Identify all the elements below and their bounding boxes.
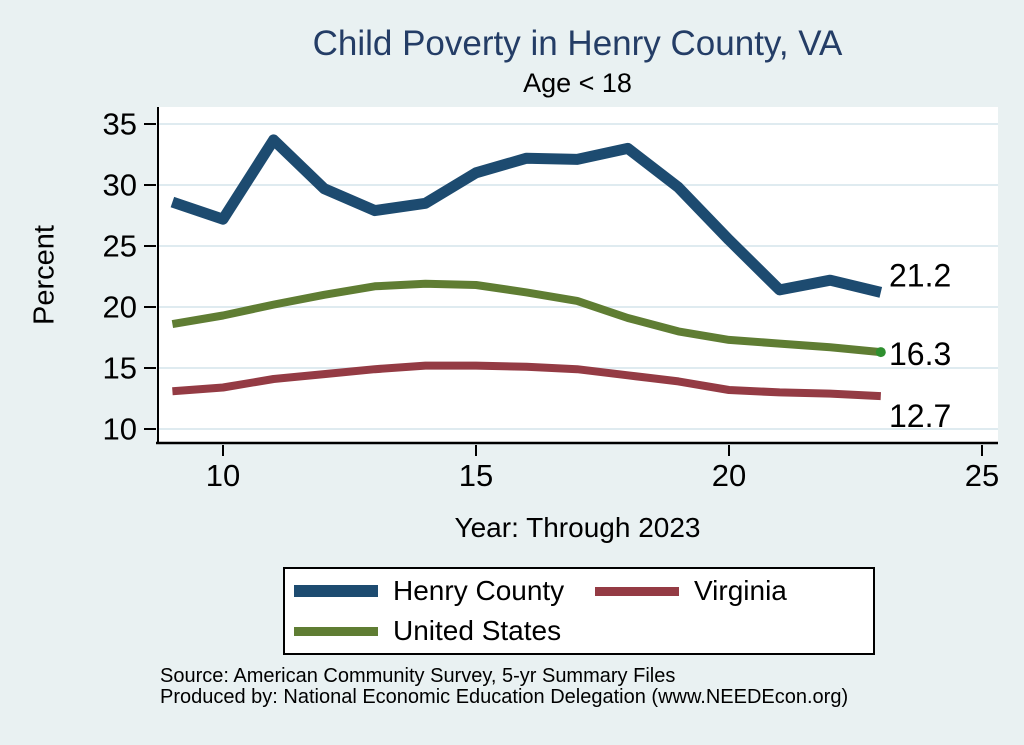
legend-label-henry-county: Henry County <box>393 575 565 606</box>
y-tick-label-10: 10 <box>103 412 137 447</box>
x-axis-title: Year: Through 2023 <box>454 512 701 543</box>
united-states-end-label: 16.3 <box>889 336 951 372</box>
y-tick-label-20: 20 <box>103 290 137 325</box>
x-tick-label-15: 15 <box>459 458 493 493</box>
henry-county-end-label: 21.2 <box>889 257 951 293</box>
legend-item-united-states: United States <box>294 612 595 650</box>
legend-item-henry-county: Henry County <box>294 572 595 610</box>
source-line: Source: American Community Survey, 5-yr … <box>160 665 676 687</box>
legend-label-virginia: Virginia <box>694 575 787 606</box>
united-states-end-marker <box>875 347 886 358</box>
y-tick-label-25: 25 <box>103 229 137 264</box>
x-tick-label-10: 10 <box>206 458 240 493</box>
virginia-end-label: 12.7 <box>889 398 951 434</box>
y-tick-label-30: 30 <box>103 168 137 203</box>
henry-county-line <box>170 134 883 298</box>
produced-by-line: Produced by: National Economic Education… <box>160 686 849 708</box>
virginia-line-swatch <box>595 586 679 596</box>
source-note: Source: American Community Survey, 5-yr … <box>160 666 960 708</box>
legend-label-united-states: United States <box>393 615 562 646</box>
page-title: Child Poverty in Henry County, VA <box>312 24 843 63</box>
y-tick-label-35: 35 <box>103 107 137 142</box>
legend: Henry County Virginia United States <box>283 567 875 655</box>
virginia-line <box>172 361 881 401</box>
legend-item-virginia: Virginia <box>595 572 873 610</box>
y-tick-label-15: 15 <box>103 351 137 386</box>
henry-county-line-swatch <box>294 585 378 597</box>
united-states-line-swatch <box>294 626 378 636</box>
chart-subtitle: Age < 18 <box>523 68 632 98</box>
x-tick-label-25: 25 <box>965 458 999 493</box>
united-states-line <box>171 279 882 357</box>
x-tick-label-20: 20 <box>712 458 746 493</box>
